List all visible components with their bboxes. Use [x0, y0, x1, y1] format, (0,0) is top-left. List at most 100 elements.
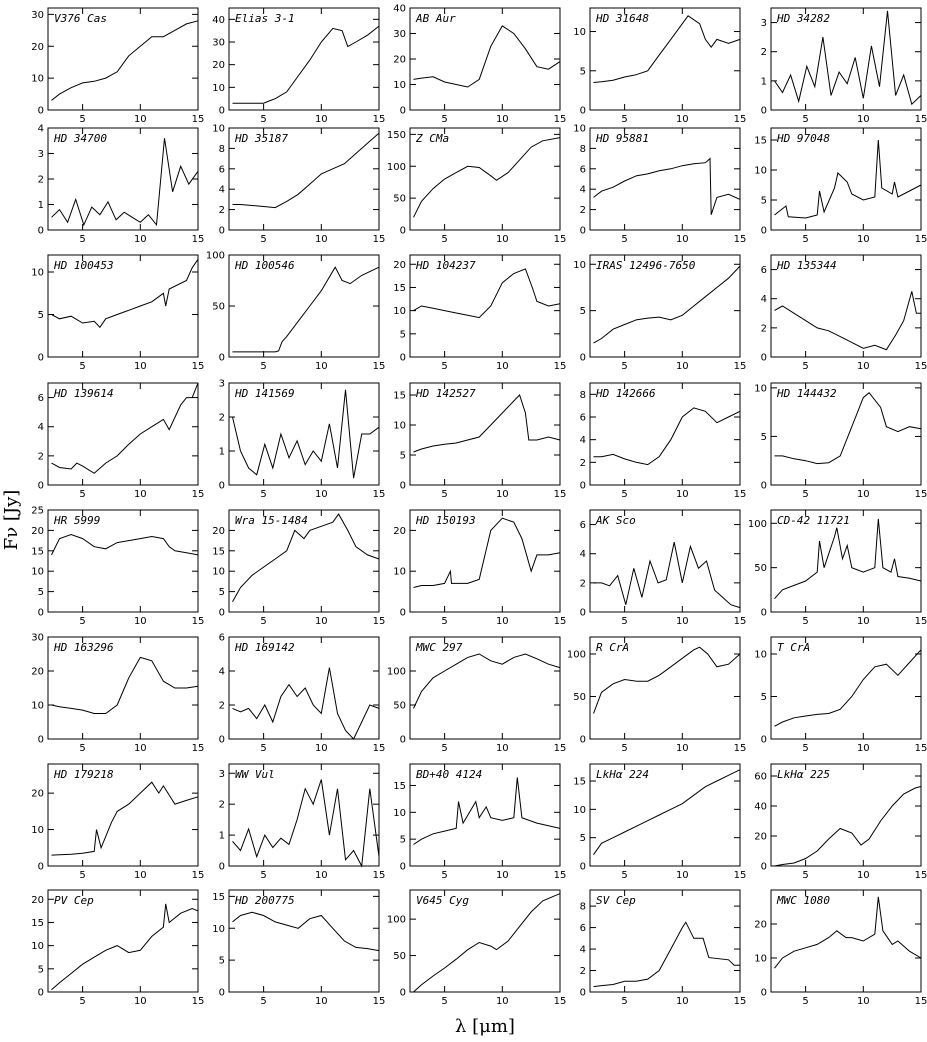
spectrum-line — [774, 291, 921, 351]
y-tick-label: 100 — [206, 251, 225, 262]
y-tick-label: 0 — [400, 353, 406, 364]
panel-frame — [47, 254, 199, 358]
x-tick-label: 15 — [915, 870, 927, 881]
y-tick-label: 0 — [580, 226, 586, 237]
y-tick-label: 0 — [38, 226, 44, 237]
y-tick-label: 10 — [573, 805, 586, 816]
y-tick-label: 1 — [219, 447, 225, 458]
y-tick-label: 0 — [761, 735, 767, 746]
x-tick-label: 5 — [802, 743, 808, 754]
y-tick-label: 10 — [31, 825, 44, 836]
y-tick-label: 3 — [761, 18, 767, 29]
panel-frame — [409, 763, 561, 867]
panel-frame — [47, 763, 199, 867]
y-tick-label: 20 — [31, 895, 44, 906]
y-tick-label: 0 — [219, 353, 225, 364]
y-tick-label: 15 — [573, 777, 586, 788]
panel-frame — [589, 509, 741, 613]
y-tick-label: 0 — [761, 226, 767, 237]
x-tick-label: 15 — [734, 870, 747, 881]
x-tick-label: 5 — [621, 114, 627, 125]
spectrum-line — [232, 389, 380, 479]
x-tick-label: 15 — [373, 743, 386, 754]
spectrum-line — [51, 382, 199, 474]
panel-title: WW Vul — [235, 768, 275, 781]
y-tick-label: 0 — [580, 481, 586, 492]
y-tick-label: 0 — [38, 106, 44, 117]
panel-frame — [589, 889, 741, 993]
x-tick-label: 15 — [915, 489, 927, 500]
x-tick-label: 15 — [915, 616, 927, 627]
x-tick-label: 5 — [260, 996, 266, 1007]
y-tick-label: 2 — [761, 323, 767, 334]
panel-frame — [770, 127, 922, 231]
panel-frame — [47, 636, 199, 740]
x-tick-label: 5 — [802, 616, 808, 627]
panel-frame — [409, 382, 561, 486]
y-tick-label: 5 — [400, 329, 406, 340]
y-tick-label: 0 — [580, 353, 586, 364]
y-tick-label: 100 — [387, 162, 406, 173]
x-tick-label: 5 — [802, 234, 808, 245]
x-tick-label: 5 — [802, 489, 808, 500]
panel-title: HD 95881 — [595, 132, 649, 145]
y-tick-label: 4 — [219, 185, 225, 196]
y-tick-label: 50 — [212, 302, 225, 313]
spectrum-line — [51, 903, 199, 991]
panel-title: HD 104237 — [415, 259, 476, 272]
y-tick-label: 0 — [761, 106, 767, 117]
panel-frame — [589, 382, 741, 486]
y-tick-label: 5 — [38, 310, 44, 321]
panel-title: HD 100453 — [53, 259, 114, 272]
x-tick-label: 15 — [192, 743, 205, 754]
y-tick-label: 100 — [567, 650, 586, 661]
y-tick-label: 10 — [31, 567, 44, 578]
y-tick-label: 10 — [393, 421, 406, 432]
y-tick-label: 6 — [219, 633, 225, 644]
x-tick-label: 15 — [734, 489, 747, 500]
y-tick-label: 0 — [219, 735, 225, 746]
y-tick-label: 10 — [31, 701, 44, 712]
y-tick-label: 60 — [754, 772, 767, 783]
y-tick-label: 3 — [219, 769, 225, 780]
panel-frame — [228, 763, 380, 867]
y-tick-label: 6 — [580, 164, 586, 175]
x-tick-label: 5 — [441, 361, 447, 372]
x-tick-label: 15 — [554, 870, 567, 881]
x-tick-label: 15 — [192, 996, 205, 1007]
x-tick-label: 10 — [315, 870, 328, 881]
panel-frame — [409, 509, 561, 613]
y-tick-label: 30 — [31, 10, 44, 21]
x-tick-label: 5 — [621, 361, 627, 372]
spectrum-line — [413, 25, 561, 88]
spectrum-line — [593, 265, 741, 344]
y-tick-label: 2 — [219, 205, 225, 216]
panel-frame — [47, 889, 199, 993]
spectrum-line — [413, 137, 561, 218]
y-tick-label: 25 — [31, 506, 44, 517]
x-tick-label: 15 — [192, 114, 205, 125]
y-tick-label: 8 — [580, 902, 586, 913]
spectrum-line — [232, 911, 380, 952]
panel-title: PV Cep — [54, 894, 94, 907]
spectrum-line — [232, 25, 380, 104]
panel-title: BD+40 4124 — [416, 768, 482, 781]
y-tick-label: 8 — [580, 144, 586, 155]
x-tick-label: 10 — [676, 996, 689, 1007]
x-tick-label: 5 — [621, 489, 627, 500]
panel-frame — [228, 7, 380, 111]
panel-frame — [589, 636, 741, 740]
x-tick-label: 10 — [134, 234, 147, 245]
panel-title: LkHα 225 — [777, 768, 830, 781]
panel-frame — [409, 254, 561, 358]
x-tick-label: 15 — [554, 996, 567, 1007]
x-tick-label: 10 — [857, 996, 870, 1007]
y-tick-label: 5 — [761, 692, 767, 703]
x-tick-label: 10 — [857, 870, 870, 881]
y-axis-label: Fν [Jy] — [1, 490, 22, 551]
panel-frame — [589, 7, 741, 111]
panel-frame — [770, 509, 922, 613]
panel-frame — [589, 763, 741, 867]
spectrum-line — [232, 513, 380, 603]
y-tick-label: 20 — [212, 526, 225, 537]
